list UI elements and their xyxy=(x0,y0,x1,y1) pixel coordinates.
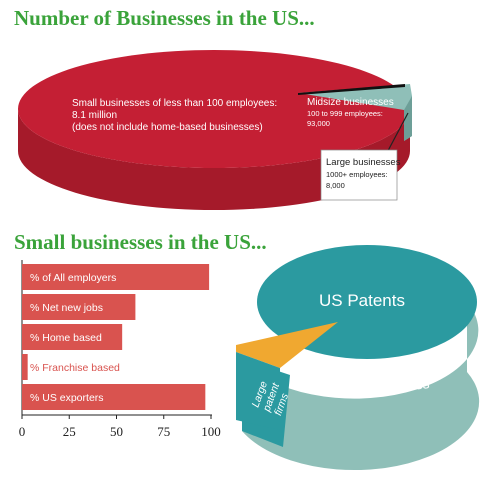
svg-text:Large businesses 1000+ e: Large businesses 1000+ employees: 8,000 xyxy=(326,152,405,190)
patent-slice-large xyxy=(236,322,338,368)
x-tick-label: 75 xyxy=(157,424,170,439)
patent-slice-large-side xyxy=(236,352,280,430)
bar-net-new-jobs xyxy=(22,294,136,320)
bar-us-exporters xyxy=(22,384,206,410)
x-tick-label: 0 xyxy=(19,424,26,439)
svg-text:Midsize businesses 100 t: Midsize businesses 100 to 999 employees:… xyxy=(307,92,398,128)
small-label: Small businesses of less than 100 employ… xyxy=(72,98,277,109)
small-value: 8.1 million xyxy=(72,110,117,121)
bar-label: % Net new jobs xyxy=(30,302,103,314)
chart-title-1: Number of Businesses in the US... xyxy=(14,6,315,30)
bar-of-all-employers xyxy=(22,264,210,290)
chart-title-2: Small businesses in the US... xyxy=(14,230,267,254)
large-label: Large businesses xyxy=(326,157,401,168)
pie-slice-midsize xyxy=(298,84,412,141)
bar-chart-small-business: % of All employers % Net new jobs % Home b… xyxy=(19,260,221,439)
x-tick-label: 25 xyxy=(63,424,76,439)
large-callout-box xyxy=(320,149,398,201)
pie-slice-large xyxy=(298,84,405,95)
bar-label: % Home based xyxy=(30,332,102,344)
midsize-label: Midsize businesses xyxy=(307,97,394,108)
small-note: (does not include home-based businesses) xyxy=(72,122,263,133)
x-tick-label: 100 xyxy=(201,424,221,439)
bar-franchise-based xyxy=(22,354,28,380)
pie-chart-businesses: Small businesses of less than 100 employ… xyxy=(18,50,412,210)
pie-slice-midsize-side xyxy=(404,96,412,141)
svg-text:Small businesses of less than: Small businesses of less than 100 employ… xyxy=(72,98,280,133)
pie-slice-small-side xyxy=(18,109,410,210)
bar-label: % US exporters xyxy=(30,392,104,404)
large-note: 8,000 xyxy=(326,181,345,190)
bar-label: % of All employers xyxy=(30,272,116,284)
pie-slice-small xyxy=(18,50,410,168)
midsize-note: 93,000 xyxy=(307,119,330,128)
patents-large-label: Large patent firms xyxy=(249,375,294,418)
bar-label: % Franchise based xyxy=(30,362,120,374)
bar-home-based xyxy=(22,324,123,350)
patents-title: US Patents xyxy=(319,291,405,310)
x-tick-label: 50 xyxy=(110,424,123,439)
midsize-value: 100 to 999 employees: xyxy=(307,109,383,118)
pie-chart-patents: US Patents Small business Large patent f… xyxy=(236,245,480,471)
patent-slice-small-side xyxy=(242,302,480,471)
large-value: 1000+ employees: xyxy=(326,170,388,179)
